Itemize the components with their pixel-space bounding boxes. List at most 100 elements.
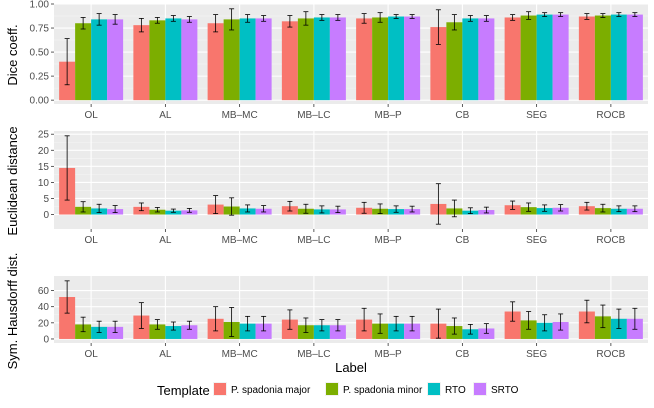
x-tick-label: OL — [84, 235, 98, 246]
y-tick-label: 15 — [38, 162, 50, 173]
legend-label: SRTO — [491, 385, 519, 396]
x-tick-label: MB–LC — [297, 110, 330, 121]
bar-seg-series-4 — [552, 322, 569, 339]
bar-mblc-series-1 — [281, 21, 298, 101]
bar-cb-series-4 — [478, 328, 495, 339]
bar-mbmc-series-4 — [255, 323, 272, 339]
bar-ol-series-2 — [75, 23, 92, 101]
y-tick-label: 40 — [38, 302, 50, 313]
x-tick-label: ROCB — [596, 110, 625, 121]
x-tick-label: OL — [84, 349, 98, 360]
x-tick-label: CB — [455, 235, 469, 246]
bar-ol-series-1 — [59, 296, 76, 339]
x-tick-label: MB–LC — [297, 235, 330, 246]
x-tick-label: MB–P — [375, 349, 403, 360]
legend-key-4 — [474, 383, 486, 395]
y-tick-label: 0 — [43, 210, 49, 221]
bar-mbmc-series-3 — [239, 323, 256, 339]
bar-mbmc-series-1 — [207, 23, 224, 101]
bar-mbp-series-2 — [372, 17, 389, 101]
bar-seg-series-4 — [552, 14, 569, 101]
x-tick-label: CB — [455, 349, 469, 360]
bar-cb-series-2 — [446, 22, 463, 101]
bar-al-series-3 — [165, 18, 182, 101]
bar-mblc-series-2 — [297, 18, 314, 101]
x-tick-label: OL — [84, 110, 98, 121]
bar-al-series-1 — [133, 25, 150, 101]
bar-seg-series-2 — [520, 15, 537, 101]
bar-seg-series-1 — [504, 311, 521, 339]
bar-ol-series-3 — [91, 326, 108, 339]
y-tick-label: 20 — [38, 146, 50, 157]
bar-mbmc-series-3 — [239, 18, 256, 101]
panel-2: 0 5 10 15 20 25 OL AL MB–MC MB–LC MB–P CB SEG ROCB Euc… — [5, 126, 648, 246]
y-tick-label: 0.25 — [30, 72, 50, 83]
y-tick-label: 10 — [38, 178, 50, 189]
x-tick-label: MB–P — [375, 235, 403, 246]
bar-seg-series-1 — [504, 17, 521, 101]
y-axis-title: Euclidean distance — [5, 126, 20, 235]
bar-rocb-series-3 — [610, 318, 627, 339]
y-axis-title: Dice coeff. — [5, 24, 20, 85]
bar-mbp-series-1 — [356, 18, 373, 101]
bar-ol-series-4 — [107, 19, 124, 101]
legend-label: P. spadonia major — [231, 385, 311, 396]
legend-label: RTO — [445, 385, 466, 396]
bar-rocb-series-1 — [578, 16, 595, 101]
bar-cb-series-4 — [478, 18, 495, 101]
x-tick-label: CB — [455, 110, 469, 121]
bar-al-series-4 — [181, 19, 198, 101]
x-tick-label: AL — [159, 110, 172, 121]
x-tick-label: MB–P — [375, 110, 403, 121]
bar-mbp-series-3 — [388, 323, 405, 339]
bar-al-series-2 — [149, 324, 166, 339]
y-tick-label: 0.75 — [30, 24, 50, 35]
legend: Template P. spadonia major P. spadonia min… — [157, 382, 519, 398]
bar-rocb-series-1 — [578, 311, 595, 339]
x-tick-label: MB–MC — [222, 235, 258, 246]
bar-rocb-series-2 — [594, 15, 611, 101]
bar-ol-series-3 — [91, 19, 108, 101]
bar-mbmc-series-2 — [223, 19, 240, 101]
x-axis-title: Label — [335, 360, 367, 375]
bar-rocb-series-3 — [610, 14, 627, 101]
x-tick-label: ROCB — [596, 235, 625, 246]
y-tick-label: 0.00 — [30, 96, 50, 107]
x-tick-label: SEG — [526, 235, 547, 246]
legend-label: P. spadonia minor — [343, 385, 423, 396]
panel-1: 0.00 0.25 0.50 0.75 1.00 OL AL MB–MC MB–LC MB–P CB… — [5, 0, 648, 121]
bar-mbmc-series-4 — [255, 18, 272, 101]
x-tick-label: MB–LC — [297, 349, 330, 360]
x-tick-label: AL — [159, 349, 172, 360]
bar-mbp-series-4 — [404, 323, 421, 339]
bar-al-series-2 — [149, 20, 166, 101]
x-tick-label: SEG — [526, 349, 547, 360]
x-tick-label: ROCB — [596, 349, 625, 360]
bar-mblc-series-4 — [329, 17, 346, 101]
bar-mbp-series-4 — [404, 16, 421, 101]
bar-rocb-series-4 — [626, 14, 643, 101]
bar-seg-series-1 — [504, 205, 521, 215]
y-tick-label: 60 — [38, 286, 50, 297]
x-tick-label: MB–MC — [222, 349, 258, 360]
bar-seg-series-2 — [520, 320, 537, 339]
legend-key-2 — [326, 383, 338, 395]
bar-al-series-4 — [181, 325, 198, 339]
y-tick-label: 20 — [38, 318, 50, 329]
bar-seg-series-3 — [536, 14, 553, 101]
y-tick-label: 0.50 — [30, 48, 50, 59]
x-tick-label: SEG — [526, 110, 547, 121]
legend-title: Template — [157, 383, 210, 398]
bar-cb-series-3 — [462, 18, 479, 101]
bar-mblc-series-3 — [313, 325, 330, 339]
bar-ol-series-4 — [107, 326, 124, 339]
y-axis-title: Sym. Hausdorff dist. — [5, 253, 20, 370]
legend-key-3 — [428, 383, 440, 395]
x-tick-label: MB–MC — [222, 110, 258, 121]
y-tick-label: 1.00 — [30, 0, 50, 11]
y-tick-label: 25 — [38, 130, 50, 141]
y-tick-label: 0 — [43, 334, 49, 345]
bar-mblc-series-4 — [329, 325, 346, 339]
y-tick-label: 5 — [43, 194, 49, 205]
